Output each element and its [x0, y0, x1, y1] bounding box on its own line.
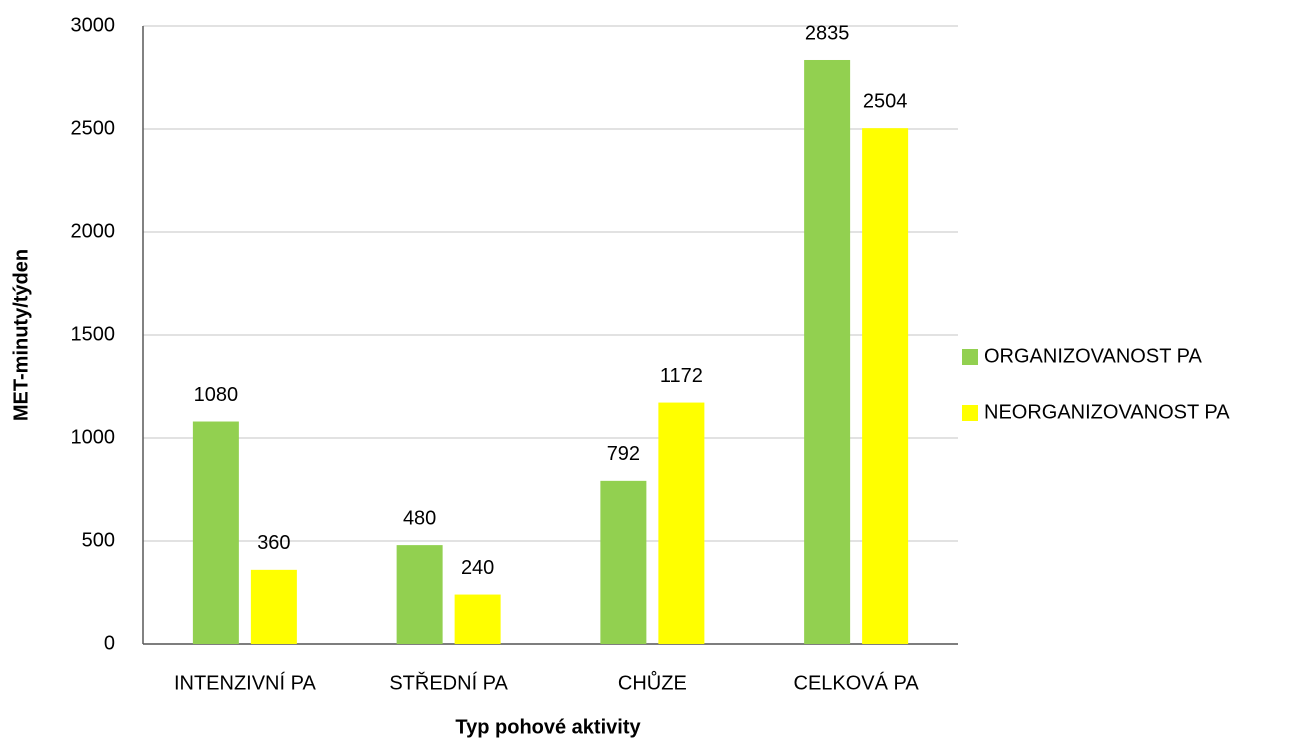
data-label: 1172: [660, 365, 703, 387]
data-label: 480: [403, 507, 436, 529]
legend-swatch: [962, 405, 978, 421]
data-label: 2835: [805, 22, 850, 44]
data-label: 1080: [194, 384, 239, 406]
x-tick-label: INTENZIVNÍ PA: [174, 671, 317, 694]
y-tick-label: 2000: [71, 220, 116, 242]
bar: [396, 545, 443, 644]
data-label: 240: [461, 557, 494, 579]
x-tick-label: CHŮZE: [618, 670, 687, 694]
y-tick-label: 1000: [71, 426, 116, 448]
bar: [192, 421, 239, 644]
y-tick-label: 1500: [71, 323, 116, 345]
x-tick-label: STŘEDNÍ PA: [389, 671, 508, 694]
bar: [250, 569, 297, 644]
bar: [600, 480, 647, 644]
data-label: 2504: [863, 90, 908, 112]
x-tick-label: CELKOVÁ PA: [794, 671, 920, 694]
x-axis-label: Typ pohové aktivity: [455, 716, 641, 738]
data-label: 360: [257, 532, 290, 554]
bar: [658, 402, 705, 644]
bar: [862, 128, 909, 644]
legend-swatch: [962, 349, 978, 365]
data-label: 792: [607, 443, 640, 465]
legend-label: ORGANIZOVANOST PA: [984, 345, 1202, 367]
legend-label: NEORGANIZOVANOST PA: [984, 401, 1230, 423]
y-tick-label: 500: [82, 529, 115, 551]
bar: [804, 59, 851, 645]
y-tick-label: 3000: [71, 14, 116, 36]
y-tick-label: 0: [104, 632, 115, 654]
y-tick-label: 2500: [71, 117, 116, 139]
bar: [454, 594, 501, 644]
y-axis-label: MET-minuty/týden: [10, 249, 32, 421]
